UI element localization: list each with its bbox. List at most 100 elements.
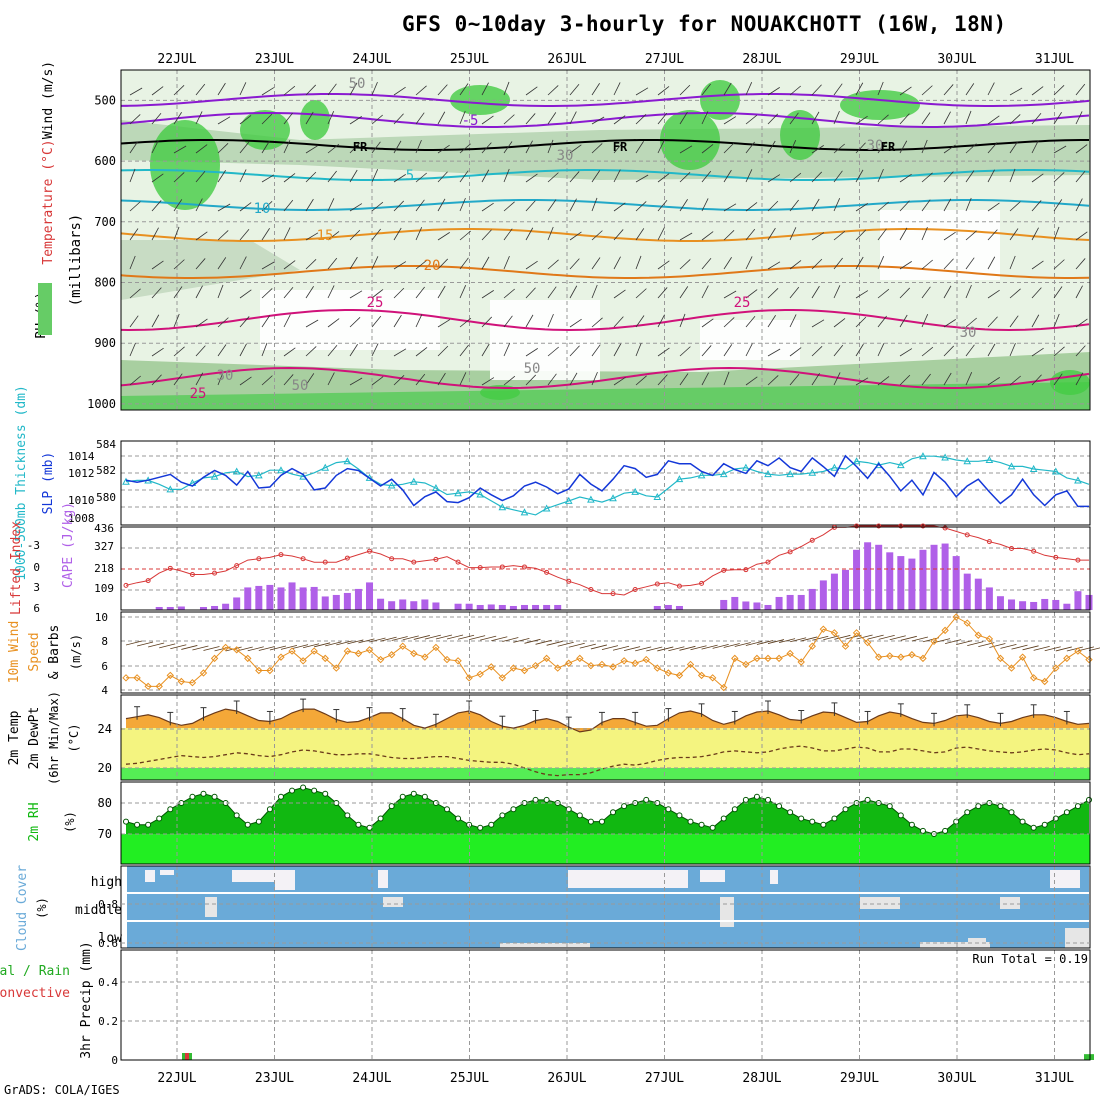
cape-bar [731, 596, 739, 610]
wind-barb [987, 202, 1000, 212]
wind-barb [701, 111, 709, 125]
wind-barb [305, 145, 319, 154]
date-label-bottom: 24JUL [352, 1071, 391, 1086]
cape-axis-label: CAPE (J/kg) [61, 502, 76, 588]
wind-barb [151, 200, 162, 212]
wind-barb [371, 343, 379, 357]
wind-barb [635, 141, 644, 154]
wind-barb [899, 173, 912, 183]
wind-barb [635, 201, 647, 212]
rh-marker [1019, 818, 1026, 825]
wind-barb [1075, 285, 1083, 299]
wind-barb [393, 140, 402, 154]
wind-barb [503, 288, 515, 299]
wind-barb-10m [900, 635, 917, 641]
wind-barb [283, 347, 296, 357]
wind-barb [811, 373, 820, 386]
rh-marker [687, 818, 694, 825]
wind-speed-marker [443, 655, 451, 664]
rh-units-label: (%) [63, 811, 77, 833]
date-label-bottom: 28JUL [742, 1071, 781, 1086]
thickness-marker [852, 457, 861, 465]
wind-barb [1009, 114, 1021, 125]
wind-barb [217, 371, 224, 386]
cape-bar [830, 573, 838, 610]
wind-barb-10m [657, 646, 674, 652]
wind-barb [1053, 172, 1065, 183]
wind-speed-marker [321, 654, 329, 663]
wind-barb [525, 86, 538, 96]
wind-barb [635, 375, 647, 386]
wind-barb [591, 230, 603, 241]
thickness-marker [631, 487, 640, 495]
precip-tick-label: 0.8 [98, 898, 118, 911]
thickness-marker [609, 494, 617, 502]
wind-speed-marker [376, 655, 385, 664]
cape-bar [875, 544, 883, 610]
pressure-tick-label: 600 [94, 154, 116, 168]
wind-barb [613, 169, 621, 183]
wind-barb [173, 373, 183, 386]
wind-barb [921, 85, 933, 96]
thickness-marker [520, 508, 529, 516]
low-cloud-gap [920, 942, 990, 948]
date-label-bottom: 25JUL [450, 1071, 489, 1086]
wind-barb [745, 228, 756, 241]
wind-barb [195, 318, 208, 328]
wind-speed-marker [1063, 654, 1071, 663]
thickness-marker [232, 467, 241, 475]
wind-barb [657, 140, 665, 154]
rh-panel [121, 782, 1092, 864]
wind-barb [239, 376, 252, 386]
wind-barb [833, 372, 841, 386]
wind-barb [393, 374, 405, 386]
wind-barb-10m [546, 640, 563, 646]
lifted-index-marker [854, 523, 860, 529]
cape-bar [775, 596, 783, 610]
rh-marker [123, 818, 129, 825]
cape-bar [653, 605, 661, 610]
rh-marker [598, 818, 605, 825]
high-cloud-gap [700, 870, 725, 882]
wind-barb [437, 285, 446, 299]
rh-marker [266, 806, 273, 813]
mid-cloud-gap [205, 897, 217, 917]
wind-barb [217, 344, 227, 357]
wind-speed-marker [277, 653, 285, 661]
wind-barb [349, 82, 358, 96]
wind-barb-10m [181, 645, 198, 650]
wind-barb [437, 198, 446, 212]
wind-speed-marker [587, 661, 595, 670]
rh-marker [200, 790, 207, 797]
rh-marker [344, 812, 351, 819]
wind-barb [745, 343, 753, 357]
wind-barb [591, 257, 601, 270]
wind-barb-10m [834, 634, 851, 640]
wind-10m-frame [120, 611, 1091, 694]
wind-barb [789, 172, 802, 183]
cape-bar [841, 569, 849, 610]
minmax-axis-label: (6hr Min/Max) [47, 691, 61, 785]
wind-barb [745, 82, 753, 96]
rh-marker [587, 818, 594, 825]
wind-barb [613, 256, 621, 270]
wind-barb [965, 257, 975, 270]
thickness-marker [564, 496, 573, 504]
wind-barb-10m [358, 638, 375, 644]
li-tick-label: 6 [33, 602, 40, 615]
lifted-index-marker [167, 565, 173, 571]
lifted-index-marker [367, 548, 373, 554]
wind-barb [921, 226, 928, 241]
wind-barb [877, 315, 887, 328]
wind-barb-10m [823, 635, 840, 641]
wind-barb-10m [646, 646, 663, 652]
date-label-top: 23JUL [255, 52, 294, 67]
wind-barb [943, 171, 954, 183]
wind-barb [129, 288, 141, 299]
wind-barb-10m [369, 637, 386, 643]
temperature-contour [120, 199, 1090, 211]
slp-tick-label: 1010 [68, 494, 95, 507]
cape-bar [199, 606, 207, 610]
wind-barb [547, 139, 554, 154]
lifted-index-marker [898, 523, 904, 529]
